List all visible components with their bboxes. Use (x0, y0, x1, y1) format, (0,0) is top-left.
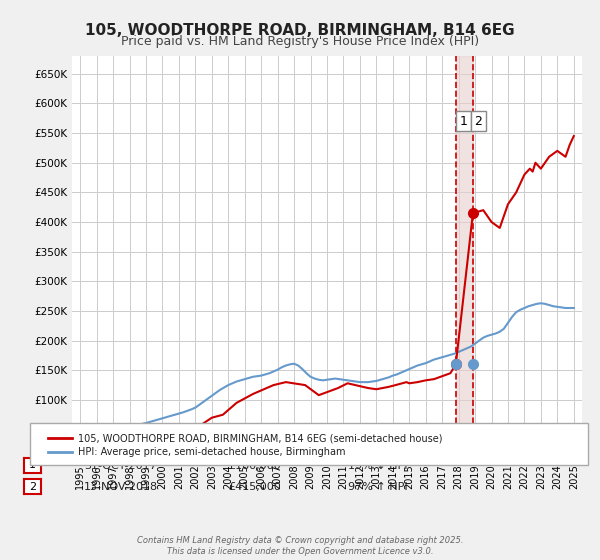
Text: 97% ↑ HPI: 97% ↑ HPI (348, 482, 407, 492)
Text: £160,000: £160,000 (228, 461, 281, 471)
Text: £415,000: £415,000 (228, 482, 281, 492)
Text: 31-OCT-2017: 31-OCT-2017 (84, 461, 157, 471)
Bar (456, 56, 473, 459)
Text: 1: 1 (29, 460, 36, 470)
Text: 19% ↓ HPI: 19% ↓ HPI (348, 461, 407, 471)
Text: 13-NOV-2018: 13-NOV-2018 (84, 482, 158, 492)
Text: Contains HM Land Registry data © Crown copyright and database right 2025.
This d: Contains HM Land Registry data © Crown c… (137, 536, 463, 556)
Text: 105, WOODTHORPE ROAD, BIRMINGHAM, B14 6EG (semi-detached house): 105, WOODTHORPE ROAD, BIRMINGHAM, B14 6E… (78, 433, 443, 444)
Text: 2: 2 (475, 115, 482, 128)
Text: HPI: Average price, semi-detached house, Birmingham: HPI: Average price, semi-detached house,… (78, 447, 346, 457)
Text: Price paid vs. HM Land Registry's House Price Index (HPI): Price paid vs. HM Land Registry's House … (121, 35, 479, 49)
Text: 105, WOODTHORPE ROAD, BIRMINGHAM, B14 6EG: 105, WOODTHORPE ROAD, BIRMINGHAM, B14 6E… (85, 24, 515, 38)
Text: 1: 1 (460, 115, 467, 128)
Text: 2: 2 (29, 482, 36, 492)
